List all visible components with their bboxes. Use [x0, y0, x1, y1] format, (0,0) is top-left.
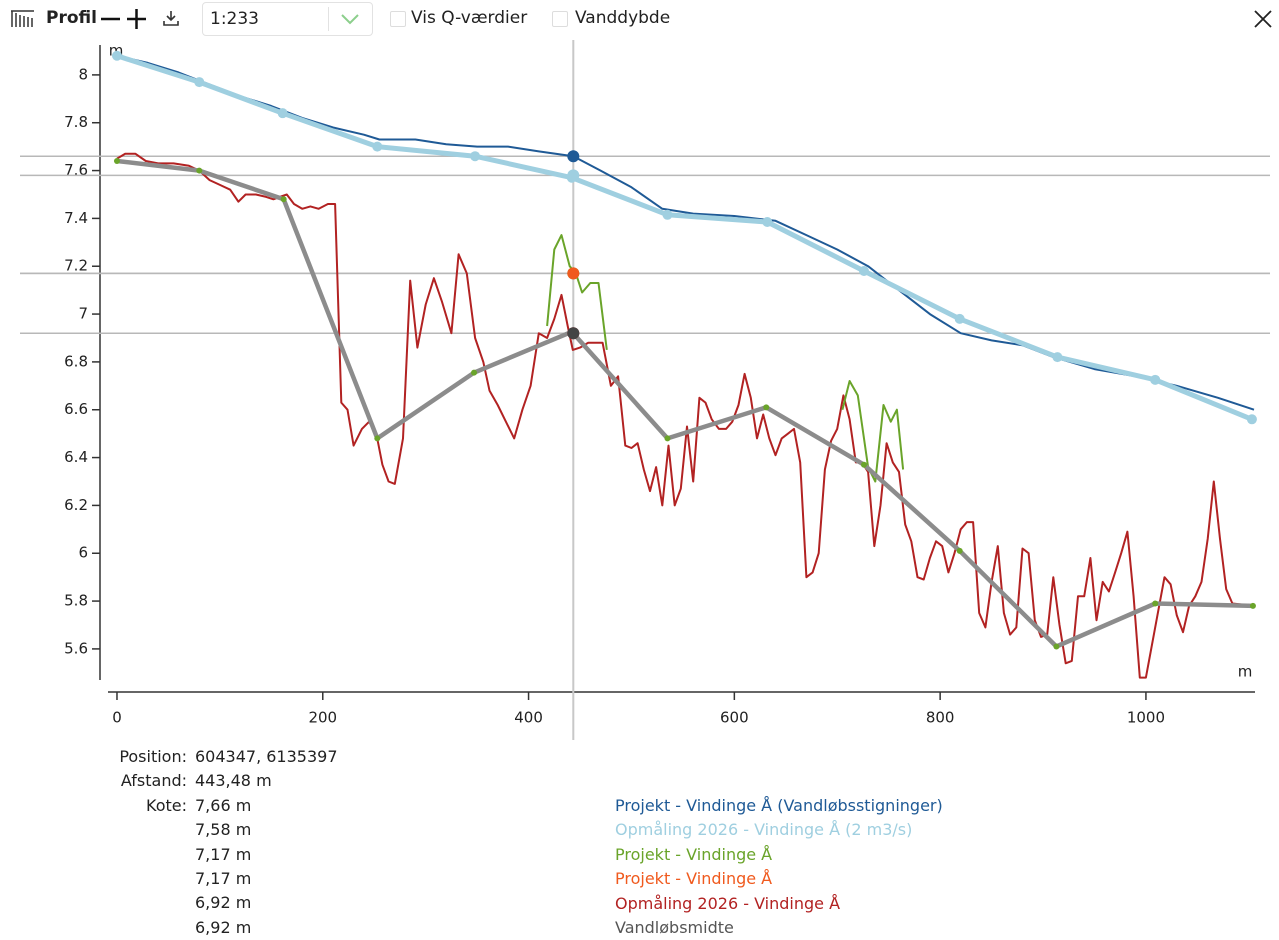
scale-input[interactable]: 1:233 [202, 2, 373, 36]
scale-value: 1:233 [210, 9, 259, 29]
divider [328, 7, 329, 31]
x-tick-label: 1000 [1127, 709, 1165, 727]
legend: Projekt - Vindinge Å (Vandløbsstigninger… [615, 794, 943, 940]
series-line [546, 234, 905, 483]
legend-entry: Projekt - Vindinge Å [615, 869, 773, 889]
series-marker [664, 435, 671, 442]
elevation-value: 6,92 m [195, 893, 252, 913]
series-line [116, 152, 1255, 679]
series-marker [1249, 602, 1256, 609]
elevation-value: 7,17 m [195, 869, 252, 889]
dropdown-chevron[interactable] [340, 12, 360, 26]
series-marker [1053, 643, 1060, 650]
series-marker [372, 141, 383, 152]
series-line [116, 53, 1253, 422]
zoom-in-button[interactable] [126, 8, 148, 30]
series-marker [194, 77, 205, 88]
series-line [116, 158, 1253, 649]
close-button[interactable] [1253, 9, 1273, 29]
x-tick-label: 600 [720, 709, 749, 727]
cursor-marker [567, 169, 580, 182]
series-marker [954, 313, 965, 324]
series-marker [113, 157, 120, 164]
elevation-value: 6,92 m [195, 917, 252, 937]
x-tick-label: 400 [514, 709, 543, 727]
x-tick-label: 0 [112, 709, 122, 727]
cursor-marker [567, 327, 580, 340]
series-marker [858, 266, 869, 277]
series-marker [196, 167, 203, 174]
cursor-marker [567, 150, 580, 163]
series-marker [662, 209, 673, 220]
y-tick-label: 6.2 [64, 496, 88, 514]
legend-entry: Opmåling 2026 - Vindinge Å [615, 893, 841, 913]
y-tick-label: 6.6 [64, 400, 88, 418]
x-tick-label: 800 [926, 709, 955, 727]
legend-entry: Vandløbsmidte [615, 918, 734, 938]
series-marker [763, 404, 770, 411]
series-marker [280, 196, 287, 203]
elevation-value: 7,58 m [195, 820, 252, 840]
series-marker [762, 216, 773, 227]
y-tick-label: 7.6 [64, 161, 88, 179]
y-tick-label: 7.2 [64, 257, 88, 275]
distance-value: 443,48 m [195, 771, 272, 791]
checkbox[interactable] [390, 11, 406, 27]
series-marker [1150, 374, 1161, 385]
series-line [116, 54, 1255, 411]
checkbox-label: Vanddybde [575, 8, 671, 28]
y-tick-label: 7.4 [64, 209, 88, 227]
x-tick-label: 200 [308, 709, 337, 727]
chart: 5.6 5.8 6 6.2 6.4 6.6 6.8 7 7.2 7.4 7.6 7.8 8 0 200 400… [20, 40, 1270, 740]
cursor-marker [567, 267, 580, 280]
info-values: 604347, 6135397 443,48 m 7,66 m 7,58 m 7,1… [195, 745, 338, 940]
x-axis-unit: m [1238, 663, 1253, 681]
y-tick-label: 5.6 [64, 639, 88, 657]
profile-icon [11, 10, 34, 27]
series-marker [860, 461, 867, 468]
series-marker [956, 547, 963, 554]
elevation-value: 7,17 m [195, 844, 252, 864]
series-marker [470, 151, 481, 162]
elevation-label: Kote: [146, 795, 187, 815]
y-tick-label: 6 [78, 544, 88, 562]
toolbar: Profil 1:233 Vis Q-værdier Vanddybde [0, 0, 1279, 38]
elevation-value: 7,66 m [195, 795, 252, 815]
checkbox-label: Vis Q-værdier [411, 8, 528, 28]
y-tick-label: 8 [78, 65, 88, 83]
checkbox[interactable] [552, 11, 568, 27]
series-marker [374, 435, 381, 442]
series-marker [1052, 352, 1063, 363]
info-labels: Position: Afstand: Kote: [0, 745, 187, 818]
y-tick-label: 6.4 [64, 448, 88, 466]
series-marker [471, 369, 478, 376]
legend-entry: Opmåling 2026 - Vindinge Å (2 m3/s) [615, 820, 913, 840]
series-marker [277, 108, 288, 119]
y-tick-label: 7.8 [64, 113, 88, 131]
series-marker [1246, 414, 1257, 425]
y-tick-label: 5.8 [64, 592, 88, 610]
distance-label: Afstand: [120, 771, 187, 791]
download-button[interactable] [162, 9, 180, 27]
title: Profil [46, 8, 97, 28]
position-label: Position: [119, 747, 187, 766]
legend-entry: Projekt - Vindinge Å (Vandløbsstigninger… [615, 796, 943, 815]
series-marker [111, 50, 122, 61]
y-tick-label: 6.8 [64, 352, 88, 370]
position-value: 604347, 6135397 [195, 747, 338, 766]
y-tick-label: 7 [78, 305, 88, 323]
series-marker [1152, 600, 1159, 607]
legend-entry: Projekt - Vindinge Å [615, 844, 773, 864]
zoom-out-button[interactable] [100, 8, 122, 30]
